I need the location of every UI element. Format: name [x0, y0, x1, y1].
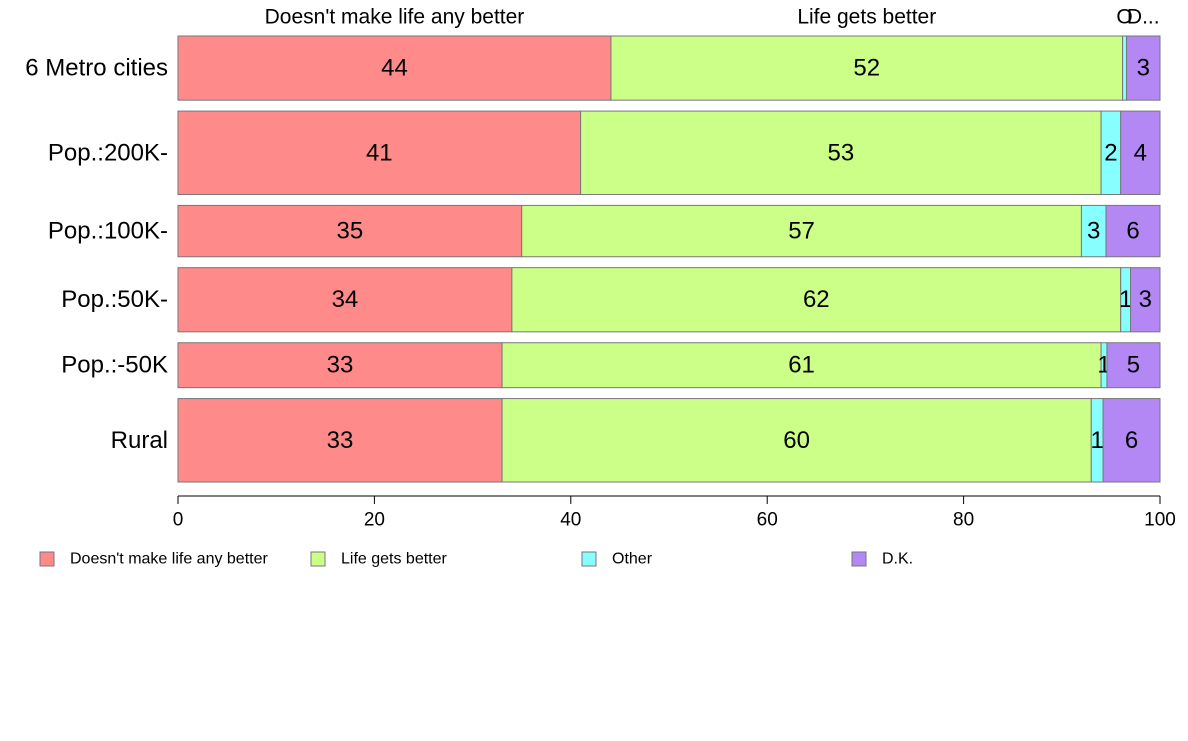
data-label-pop-50k-life-gets-better: 61	[788, 352, 815, 379]
x-tick-label-80: 80	[953, 510, 974, 531]
category-label-pop-200k: Pop.:200K-	[48, 139, 168, 166]
bar-segment-pop-200k-d-k	[1120, 110, 1161, 196]
data-label-pop-50k-life-gets-better: 62	[803, 286, 830, 313]
data-label-pop-100k-d-k: 6	[1126, 218, 1139, 245]
bar-segment-pop-50k-d-k	[1106, 342, 1161, 389]
bar-segment-rural-doesn-t-make-life-any-better	[177, 398, 503, 483]
data-label-pop-50k-other: 1	[1119, 286, 1132, 313]
bar-segment-6-metro-cities-d-k	[1126, 35, 1161, 101]
data-label-pop-200k-life-gets-better: 53	[827, 139, 854, 166]
bar-segment-pop-50k-d-k	[1130, 267, 1161, 333]
top-label-d-k: D...	[1127, 6, 1160, 29]
data-label-6-metro-cities-d-k: 3	[1137, 55, 1150, 82]
legend-label-d-k: D.K.	[882, 551, 913, 568]
x-tick-label-40: 40	[560, 510, 581, 531]
bar-segment-pop-200k-life-gets-better	[580, 110, 1102, 196]
data-label-pop-100k-other: 3	[1087, 218, 1100, 245]
data-label-rural-d-k: 6	[1125, 427, 1138, 454]
category-label-pop-50k: Pop.:-50K	[61, 352, 168, 379]
bar-segment-pop-50k-doesn-t-make-life-any-better	[177, 267, 513, 333]
category-labels: 6 Metro cities Pop.:200K- Pop.:100K- Pop.:5…	[25, 55, 168, 454]
top-label-doesn-t-make-life-any-better: Doesn't make life any better	[265, 6, 525, 29]
legend: Doesn't make life any better Life gets be…	[39, 551, 913, 568]
bar-segment-pop-200k-doesn-t-make-life-any-better	[177, 110, 582, 196]
bar-segment-pop-50k-life-gets-better	[511, 267, 1122, 333]
x-tick-label-100: 100	[1144, 510, 1176, 531]
data-label-rural-doesn-t-make-life-any-better: 33	[327, 427, 354, 454]
data-label-6-metro-cities-doesn-t-make-life-any-better: 44	[381, 55, 408, 82]
category-label-6-metro-cities: 6 Metro cities	[25, 55, 168, 82]
legend-swatch-other	[581, 551, 597, 567]
data-label-rural-life-gets-better: 60	[783, 427, 810, 454]
top-segment-labels: Doesn't make life any better Life gets be…	[265, 6, 1160, 29]
data-label-pop-200k-other: 2	[1104, 139, 1117, 166]
bar-segment-pop-100k-doesn-t-make-life-any-better	[177, 204, 523, 258]
x-tick-label-0: 0	[173, 510, 184, 531]
data-label-pop-200k-doesn-t-make-life-any-better: 41	[366, 139, 393, 166]
data-label-6-metro-cities-life-gets-better: 52	[853, 55, 880, 82]
legend-swatch-doesn-t-make-life-any-better	[39, 551, 55, 567]
legend-swatch-life-gets-better	[310, 551, 326, 567]
data-label-pop-200k-d-k: 4	[1134, 139, 1147, 166]
bar-segment-pop-50k-life-gets-better	[501, 342, 1102, 389]
data-label-pop-50k-doesn-t-make-life-any-better: 33	[327, 352, 354, 379]
bar-segment-rural-d-k	[1102, 398, 1161, 483]
x-tick-label-60: 60	[757, 510, 778, 531]
bar-segment-6-metro-cities-other	[1122, 35, 1128, 101]
category-label-pop-50k: Pop.:50K-	[61, 286, 168, 313]
legend-swatch-d-k	[851, 551, 867, 567]
data-label-rural-other: 1	[1090, 427, 1103, 454]
legend-label-doesn-t-make-life-any-better: Doesn't make life any better	[70, 551, 268, 568]
bar-segment-rural-life-gets-better	[501, 398, 1092, 483]
top-label-other: O	[1116, 6, 1132, 29]
data-label-pop-50k-d-k: 5	[1127, 352, 1140, 379]
category-label-rural: Rural	[111, 427, 168, 454]
bar-segment-pop-100k-life-gets-better	[521, 204, 1082, 258]
x-axis: 0 20 40 60 80 100	[173, 495, 1176, 531]
category-label-pop-100k: Pop.:100K-	[48, 218, 168, 245]
x-tick-label-20: 20	[364, 510, 385, 531]
data-label-pop-50k-doesn-t-make-life-any-better: 34	[332, 286, 359, 313]
legend-label-life-gets-better: Life gets better	[341, 551, 448, 568]
bar-segment-pop-100k-d-k	[1105, 204, 1161, 258]
top-label-life-gets-better: Life gets better	[797, 6, 936, 29]
data-label-pop-100k-life-gets-better: 57	[788, 218, 815, 245]
legend-label-other: Other	[612, 551, 653, 568]
bar-segment-pop-50k-doesn-t-make-life-any-better	[177, 342, 503, 389]
data-label-pop-50k-d-k: 3	[1139, 286, 1152, 313]
data-label-pop-100k-doesn-t-make-life-any-better: 35	[336, 218, 363, 245]
bars-group: 44 52 341 53 2 435 57 3 634 62 1 333 61 1 533 60 1 6	[177, 35, 1161, 483]
bar-segment-6-metro-cities-life-gets-better	[610, 35, 1124, 101]
